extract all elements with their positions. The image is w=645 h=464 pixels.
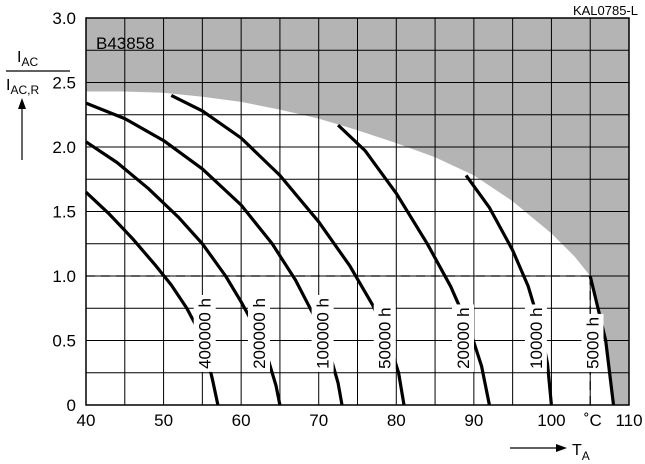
series-label-text: 50000 h [376, 307, 395, 368]
x-axis-arrow-icon [510, 444, 567, 452]
y-tick-label: 1.5 [52, 203, 76, 222]
series-label-bg [311, 294, 334, 372]
series-label-text: 5000 h [584, 317, 603, 369]
series-label: 50000 h [373, 304, 396, 372]
y-tick-label: 2.0 [52, 138, 76, 157]
y-tick-label: 0 [67, 396, 76, 415]
y-tick-label: 2.5 [52, 74, 76, 93]
x-tick-label: 50 [154, 411, 173, 430]
series-label: 200000 h [248, 294, 270, 372]
series-label-bg [524, 304, 547, 372]
plot-frame [85, 17, 630, 406]
x-unit-bg [577, 410, 604, 430]
series-curve [588, 275, 616, 406]
y-axis-arrow-icon [18, 98, 26, 160]
x-tick-label: 40 [77, 411, 96, 430]
series-label-bg [193, 294, 216, 372]
series-label: 20000 h [452, 304, 474, 372]
series-label-text: 200000 h [250, 298, 269, 369]
figure-code: KAL0785-L [573, 3, 638, 18]
x-unit-label: ˚C [584, 411, 602, 430]
x-tick-label: 90 [464, 411, 483, 430]
x-tick-label: 110 [615, 411, 642, 430]
series-curve [464, 174, 553, 406]
plot-area: B43858 400000 h 200000 h 100000 h 50000 h 200… [52, 9, 643, 430]
x-tick-label: 80 [387, 411, 406, 430]
series-label-bg [373, 304, 396, 372]
series-label-bg [452, 304, 474, 372]
series-label-text: 100000 h [314, 298, 333, 369]
y-tick-label: 0.5 [52, 332, 76, 351]
product-label: B43858 [96, 34, 155, 53]
y-label-denominator: IAC,R [6, 77, 39, 97]
series-label-text: 400000 h [196, 298, 215, 369]
x-tick-label: 70 [309, 411, 328, 430]
series-label: 5000 h [581, 313, 604, 372]
series-label-bg [581, 313, 604, 372]
series-label: 400000 h [193, 294, 216, 372]
x-tick-label: 60 [232, 411, 251, 430]
y-tick-label: 3.0 [52, 9, 76, 28]
x-label: TA [572, 442, 590, 463]
x-tick-label: 100 [537, 411, 565, 430]
series-curve [85, 140, 282, 406]
series-label: 10000 h [524, 304, 547, 372]
series-curve [336, 123, 491, 406]
y-tick-label: 1.0 [52, 267, 76, 286]
series-label: 100000 h [311, 294, 334, 372]
series-label-text: 20000 h [454, 307, 473, 368]
product-label-bg [87, 28, 167, 54]
series-label-bg [248, 294, 270, 372]
series-label-text: 10000 h [527, 307, 546, 368]
y-label-numerator: IAC [17, 49, 38, 69]
